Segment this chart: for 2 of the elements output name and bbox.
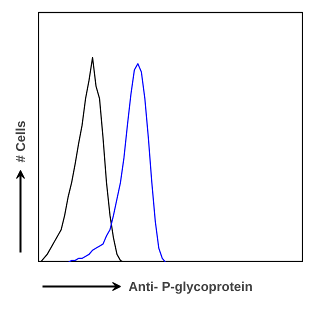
- x-axis-title: Anti- P-glycoprotein: [128, 279, 253, 294]
- y-axis-title: # Cells: [13, 120, 28, 162]
